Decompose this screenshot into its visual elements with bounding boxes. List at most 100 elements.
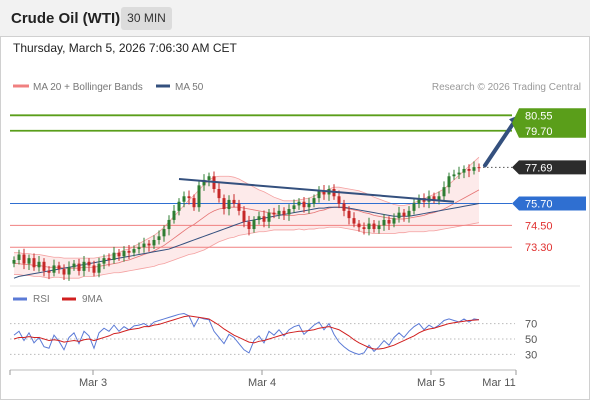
candle-body bbox=[392, 218, 396, 224]
x-axis: Mar 3 Mar 4 Mar 5 Mar 11 bbox=[9, 369, 517, 389]
candle-body bbox=[447, 176, 451, 188]
candles bbox=[12, 161, 481, 281]
rsi-legend: RSI 9MA bbox=[13, 294, 103, 305]
candle-body bbox=[247, 221, 251, 230]
level-labels: 77.69 75.70 74.50 73.30 80.55 79.70 bbox=[512, 108, 586, 254]
bollinger-upper-line bbox=[14, 156, 480, 259]
candle-body bbox=[477, 167, 481, 169]
candle-body bbox=[177, 201, 181, 211]
candle-body bbox=[442, 187, 446, 197]
bollinger-band-area bbox=[14, 157, 479, 279]
candle-body bbox=[377, 225, 381, 230]
candle-body bbox=[207, 176, 211, 180]
candle-body bbox=[292, 205, 296, 210]
candle-body bbox=[227, 199, 231, 210]
level-tag-targets bbox=[512, 108, 586, 138]
candle-body bbox=[72, 263, 76, 268]
candle-body bbox=[307, 203, 311, 208]
level-tag-pivot bbox=[512, 196, 586, 211]
candle-body bbox=[387, 219, 391, 224]
candle-body bbox=[17, 254, 21, 260]
candle-body bbox=[242, 210, 246, 222]
candle-body bbox=[77, 263, 81, 271]
candle-body bbox=[297, 201, 301, 206]
candle-body bbox=[457, 172, 461, 175]
instrument-title: Crude Oil (WTI) bbox=[11, 10, 121, 27]
candle-body bbox=[122, 250, 126, 257]
rsi-legend-label: RSI bbox=[33, 294, 50, 305]
candle-body bbox=[147, 243, 151, 246]
candle-body bbox=[117, 252, 121, 257]
candle-body bbox=[322, 190, 326, 195]
candle-body bbox=[277, 210, 281, 215]
candle-body bbox=[182, 196, 186, 202]
candle-body bbox=[257, 216, 261, 220]
candle-body bbox=[12, 259, 16, 264]
rsi-ma-legend-label: 9MA bbox=[82, 294, 103, 305]
candle-body bbox=[467, 168, 471, 171]
candle-body bbox=[102, 258, 106, 264]
candle-body bbox=[57, 265, 61, 270]
ma20-line bbox=[14, 189, 480, 269]
candle-body bbox=[197, 185, 201, 208]
x-tick-label: Mar 11 bbox=[482, 377, 515, 389]
rsi-tick-label: 70 bbox=[525, 319, 537, 331]
candle-body bbox=[32, 258, 36, 268]
candle-body bbox=[67, 267, 71, 275]
candle-body bbox=[132, 249, 136, 253]
rsi-ma-line bbox=[13, 315, 480, 350]
candle-body bbox=[287, 209, 291, 215]
candle-body bbox=[437, 196, 441, 200]
candle-body bbox=[267, 212, 271, 222]
level-label-last: 77.69 bbox=[525, 162, 553, 174]
candle-body bbox=[87, 261, 91, 266]
candle-body bbox=[412, 203, 416, 211]
candle-body bbox=[52, 265, 56, 273]
candle-body bbox=[407, 210, 411, 217]
candle-body bbox=[137, 247, 141, 250]
candle-body bbox=[432, 196, 436, 200]
rsi-tick-label: 30 bbox=[525, 349, 537, 361]
candle-body bbox=[312, 198, 316, 204]
candle-body bbox=[37, 261, 41, 268]
copyright-label: Research © 2026 Trading Central bbox=[432, 82, 581, 93]
candle-body bbox=[22, 254, 26, 264]
candle-body bbox=[47, 270, 51, 273]
candle-body bbox=[282, 210, 286, 215]
candle-body bbox=[112, 252, 116, 260]
candle-body bbox=[397, 212, 401, 219]
candle-body bbox=[202, 179, 206, 186]
timeframe-button[interactable]: 30 MIN bbox=[121, 7, 172, 30]
ma50-line-group bbox=[13, 203, 480, 279]
candle-body bbox=[367, 223, 371, 230]
projection-arrow-shaft bbox=[483, 120, 516, 168]
candle-body bbox=[62, 269, 66, 275]
datetime-label: Thursday, March 5, 2026 7:06:30 AM CET bbox=[13, 41, 237, 55]
level-label-target-1: 79.70 bbox=[525, 126, 553, 138]
candle-body bbox=[127, 250, 131, 253]
candle-body bbox=[342, 203, 346, 211]
candle-body bbox=[402, 212, 406, 217]
candle-body bbox=[217, 189, 221, 199]
rsi-line bbox=[13, 313, 480, 355]
candle-body bbox=[172, 210, 176, 220]
candle-body bbox=[82, 261, 86, 271]
candle-body bbox=[272, 212, 276, 215]
candle-body bbox=[382, 219, 386, 226]
level-tag-last bbox=[512, 160, 586, 175]
candle-body bbox=[452, 174, 456, 177]
candle-body bbox=[462, 168, 466, 173]
header-bar: Crude Oil (WTI) 30 MIN bbox=[0, 0, 590, 36]
rsi-panel: 70 50 30 bbox=[10, 313, 537, 361]
candle-body bbox=[372, 223, 376, 230]
candle-body bbox=[162, 229, 166, 237]
price-legend: MA 20 + Bollinger Bands MA 50 Research ©… bbox=[13, 82, 581, 93]
candle-body bbox=[142, 243, 146, 248]
ma50-line bbox=[13, 203, 480, 279]
level-label-support-2: 73.30 bbox=[525, 242, 553, 254]
candle-body bbox=[347, 210, 351, 219]
candle-body bbox=[152, 239, 156, 246]
candle-body bbox=[27, 258, 31, 264]
candle-body bbox=[232, 199, 236, 204]
